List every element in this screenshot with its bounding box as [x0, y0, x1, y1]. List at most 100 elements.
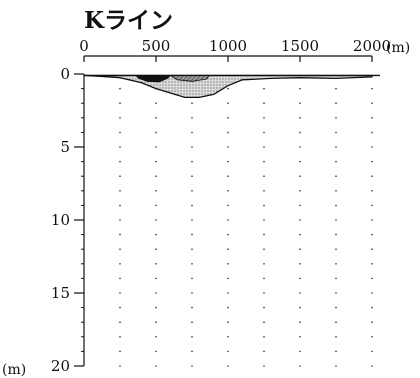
grid-dot: [371, 263, 373, 265]
grid-dot: [335, 263, 337, 265]
grid-dot: [299, 190, 301, 192]
grid-dot: [371, 117, 373, 119]
grid-dot: [155, 248, 157, 250]
grid-dot: [119, 233, 121, 236]
grid-dot: [155, 306, 157, 309]
grid-dot: [263, 175, 265, 177]
grid-dot: [191, 350, 193, 353]
figure-title: Kライン: [84, 7, 173, 34]
grid-dot: [119, 306, 121, 309]
grid-dot: [263, 292, 265, 294]
grid-dot: [155, 365, 157, 367]
grid-dot: [299, 350, 301, 353]
grid-dot: [155, 160, 157, 163]
grid-dot: [227, 292, 229, 294]
grid-dot: [227, 306, 229, 309]
grid-dot: [371, 321, 373, 324]
grid-dot: [335, 160, 337, 163]
grid-dot: [263, 306, 265, 309]
grid-dot: [371, 190, 373, 192]
grid-dot: [263, 248, 265, 250]
grid-dot: [191, 102, 193, 104]
y-axis-tick-label: 20: [51, 357, 70, 375]
grid-dot: [155, 131, 157, 134]
grid-dot: [299, 336, 301, 338]
grid-dot: [371, 204, 373, 207]
grid-dot: [263, 87, 265, 90]
grid-dot: [227, 233, 229, 236]
grid-dot: [299, 117, 301, 119]
grid-dot: [227, 190, 229, 192]
grid-dot: [263, 277, 265, 280]
grid-dots: [119, 87, 373, 367]
grid-dot: [191, 190, 193, 192]
grid-dot: [371, 365, 373, 367]
grid-dot: [227, 350, 229, 353]
grid-dot: [119, 102, 121, 104]
x-axis-ticks: [83, 55, 373, 62]
grid-dot: [263, 233, 265, 236]
grid-dot: [155, 146, 157, 148]
grid-dot: [335, 219, 337, 221]
grid-dot: [191, 117, 193, 119]
profile-layers: [83, 74, 380, 99]
grid-dot: [155, 233, 157, 236]
grid-dot: [191, 248, 193, 250]
grid-dot: [335, 117, 337, 119]
y-axis: 0 5 10 15 20 (m): [2, 65, 85, 378]
grid-dot: [191, 306, 193, 309]
grid-dot: [371, 248, 373, 250]
grid-dot: [335, 277, 337, 280]
y-axis-tick-labels: 0 5 10 15 20: [51, 65, 70, 375]
grid-dot: [155, 117, 157, 119]
grid-dot: [335, 175, 337, 177]
x-axis-tick-label: 1000: [209, 37, 247, 55]
grid-dot: [191, 321, 193, 324]
y-axis-unit-label: (m): [2, 362, 26, 378]
y-axis-ticks: [74, 73, 85, 367]
x-axis-tick-label: 2000: [353, 37, 391, 55]
grid-dot: [263, 365, 265, 367]
grid-dot: [335, 233, 337, 236]
grid-dot: [227, 204, 229, 207]
grid-dot: [299, 175, 301, 177]
grid-dot: [119, 87, 121, 90]
grid-dot: [371, 292, 373, 294]
grid-dot: [371, 175, 373, 177]
grid-dot: [371, 219, 373, 221]
grid-dot: [299, 365, 301, 367]
grid-dot: [155, 263, 157, 265]
grid-dot: [335, 146, 337, 148]
grid-dot: [299, 248, 301, 250]
grid-dot: [191, 233, 193, 236]
grid-dot: [119, 117, 121, 119]
grid-dot: [335, 204, 337, 207]
grid-dot: [263, 219, 265, 221]
grid-dot: [371, 233, 373, 236]
grid-dot: [299, 263, 301, 265]
grid-dot: [119, 321, 121, 324]
x-axis-unit-label: (m): [386, 40, 410, 56]
grid-dot: [299, 219, 301, 221]
grid-dot: [155, 204, 157, 207]
grid-dot: [371, 336, 373, 338]
grid-dot: [263, 204, 265, 207]
grid-dot: [263, 190, 265, 192]
grid-dot: [191, 175, 193, 177]
grid-dot: [227, 219, 229, 221]
grid-dot: [119, 219, 121, 221]
grid-dot: [155, 292, 157, 294]
grid-dot: [335, 321, 337, 324]
grid-dot: [371, 350, 373, 353]
x-axis-tick-label: 1500: [281, 37, 319, 55]
grid-dot: [155, 350, 157, 353]
grid-dot: [227, 175, 229, 177]
grid-dot: [191, 336, 193, 338]
x-axis-tick-label: 0: [79, 37, 89, 55]
grid-dot: [263, 350, 265, 353]
grid-dot: [191, 277, 193, 280]
grid-dot: [371, 277, 373, 280]
grid-dot: [155, 321, 157, 324]
grid-dot: [263, 160, 265, 163]
x-axis-tick-label: 500: [142, 37, 171, 55]
